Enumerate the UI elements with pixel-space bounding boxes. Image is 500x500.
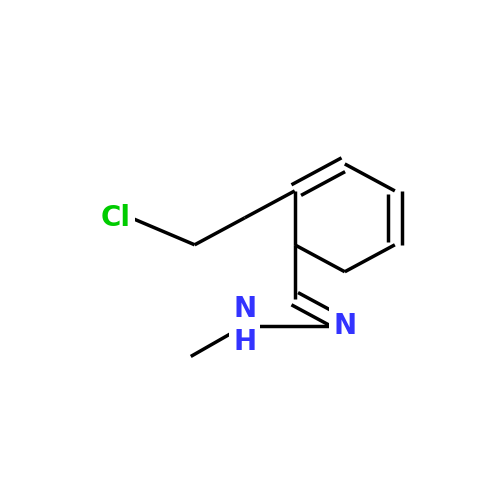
Text: Cl: Cl (101, 204, 131, 232)
Text: N
H: N H (233, 296, 256, 356)
Text: N: N (333, 312, 356, 340)
